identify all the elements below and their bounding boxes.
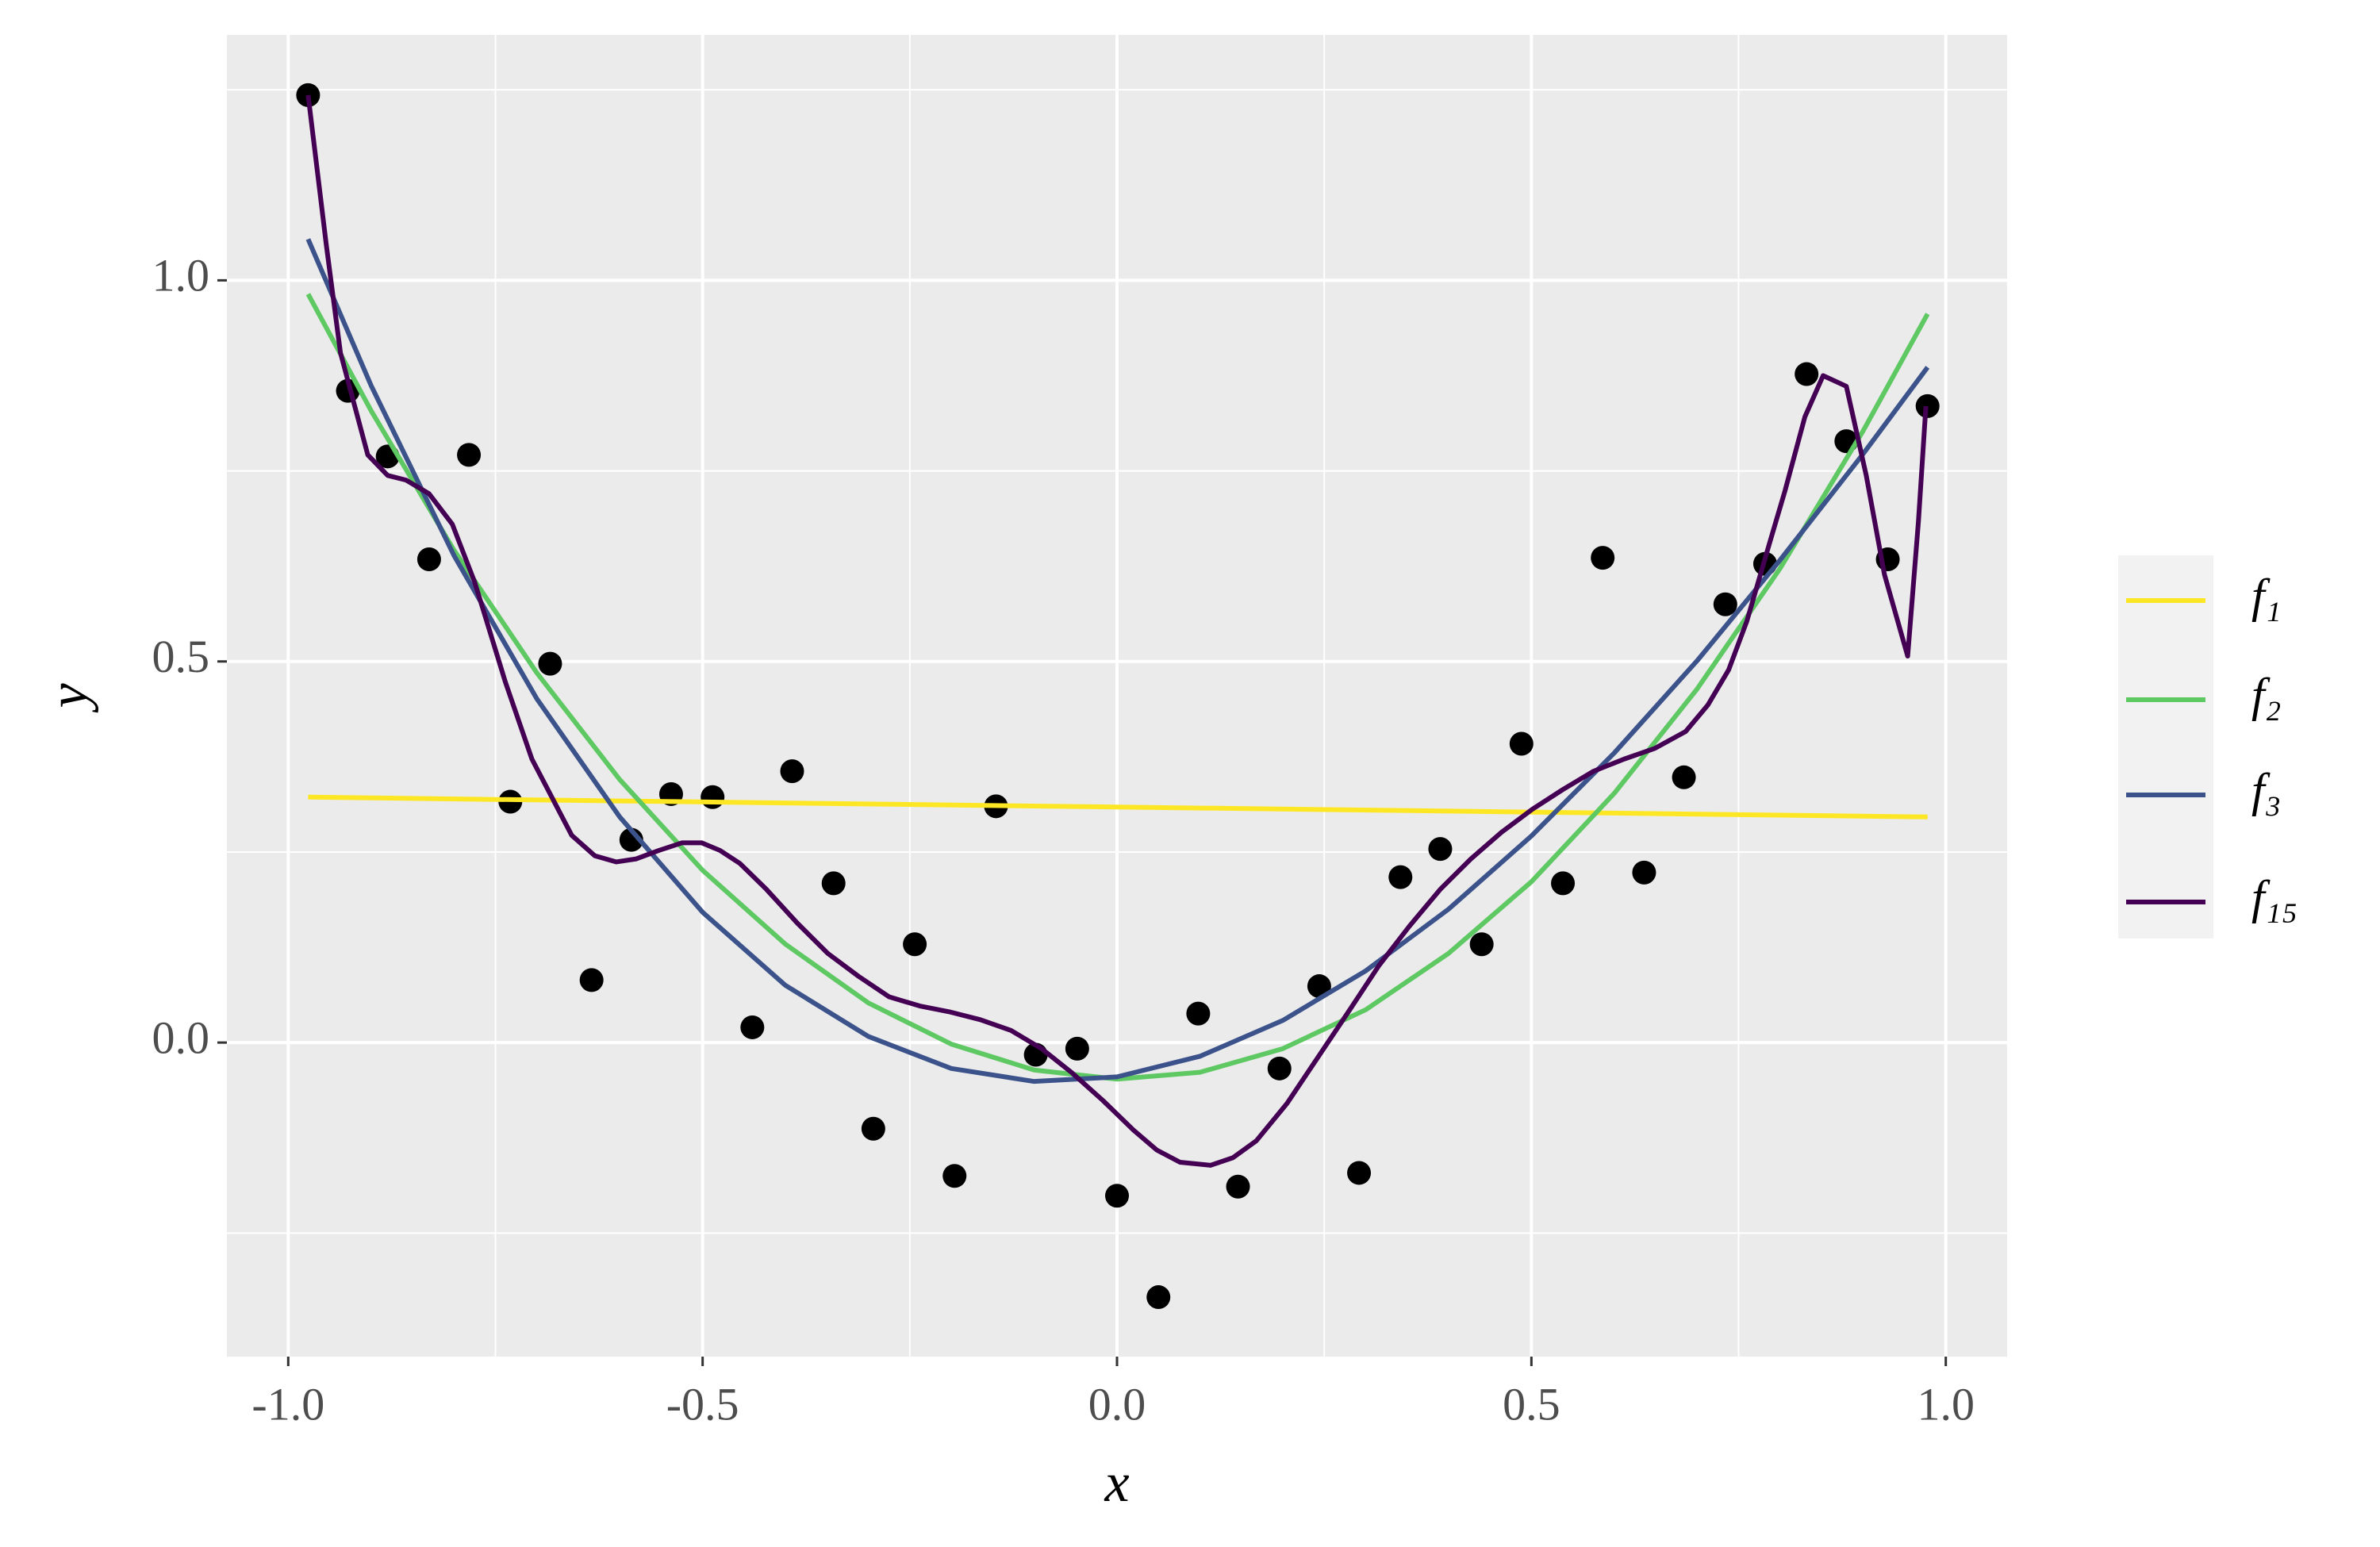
y-tick-label: 0.5	[152, 631, 210, 682]
data-point	[1388, 865, 1413, 889]
data-point	[457, 443, 482, 467]
data-point	[780, 759, 804, 784]
legend-label: f₂	[2251, 669, 2282, 721]
data-point	[1267, 1056, 1292, 1081]
data-point	[1509, 731, 1534, 756]
data-point	[1713, 592, 1737, 616]
x-tick-label: -0.5	[666, 1378, 739, 1430]
legend-label: f₃	[2251, 764, 2282, 816]
data-point	[821, 871, 846, 896]
x-tick-label: 0.0	[1088, 1378, 1146, 1430]
x-tick-label: 1.0	[1917, 1378, 1975, 1430]
data-point	[1065, 1036, 1089, 1061]
legend-background	[2118, 555, 2213, 939]
x-axis-title: x	[1104, 1453, 1129, 1514]
data-point	[1591, 546, 1615, 570]
legend-label: f₁	[2251, 570, 2282, 622]
y-axis-title: y	[38, 683, 99, 713]
data-point	[740, 1015, 765, 1039]
data-point	[579, 968, 604, 992]
grid	[227, 35, 2007, 1357]
data-point	[1632, 860, 1656, 885]
data-point	[1186, 1001, 1211, 1026]
data-point	[942, 1164, 967, 1188]
data-point	[1105, 1184, 1129, 1208]
data-point	[1795, 362, 1819, 386]
data-point	[538, 651, 562, 676]
data-point	[1551, 871, 1576, 896]
series-line	[305, 94, 1929, 1168]
series-line	[308, 794, 1928, 820]
y-tick-label: 0.0	[152, 1012, 210, 1063]
data-point	[1469, 932, 1494, 957]
data-point	[1428, 837, 1453, 862]
data-point	[1672, 765, 1696, 789]
series-line	[305, 238, 1930, 1084]
data-point	[903, 932, 927, 957]
y-tick-label: 1.0	[152, 250, 210, 301]
data-point	[1307, 974, 1331, 999]
data-point	[861, 1116, 885, 1141]
data-point	[1915, 393, 1940, 418]
data-point	[416, 547, 441, 572]
data-point	[1226, 1174, 1250, 1199]
legend-label: f₁₅	[2251, 871, 2297, 923]
data-point	[1347, 1161, 1372, 1185]
legend: f₁ f₂ f₃ f₁₅	[2126, 570, 2297, 923]
x-tick-label: 0.5	[1503, 1378, 1560, 1430]
x-tick-label: -1.0	[251, 1378, 324, 1430]
marks	[296, 83, 1940, 1310]
data-point	[701, 785, 725, 809]
data-point	[1146, 1285, 1171, 1310]
